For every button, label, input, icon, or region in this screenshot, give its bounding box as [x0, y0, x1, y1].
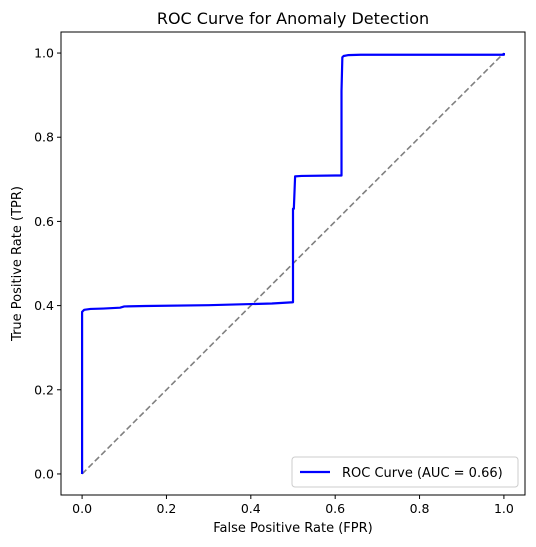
- y-tick-label: 0.0: [34, 466, 54, 481]
- x-axis: 0.0 0.2 0.4 0.6 0.8 1.0: [72, 495, 514, 516]
- y-axis-label: True Positive Rate (TPR): [10, 186, 25, 342]
- x-tick-label: 1.0: [494, 501, 514, 516]
- x-tick-label: 0.0: [72, 501, 92, 516]
- legend-box: [291, 456, 519, 488]
- x-axis-label: False Positive Rate (FPR): [213, 521, 372, 536]
- x-tick-label: 0.4: [241, 501, 261, 516]
- chart-title: ROC Curve for Anomaly Detection: [157, 9, 429, 28]
- y-axis: 0.0 0.2 0.4 0.6 0.8 1.0: [34, 46, 61, 481]
- legend: ROC Curve (AUC = 0.66): [291, 456, 519, 488]
- y-tick-label: 0.6: [34, 214, 54, 229]
- y-tick-label: 0.4: [34, 298, 54, 313]
- legend-label-roc: ROC Curve (AUC = 0.66): [342, 466, 503, 481]
- x-tick-label: 0.8: [410, 501, 430, 516]
- y-tick-label: 1.0: [34, 46, 54, 61]
- y-tick-label: 0.8: [34, 130, 54, 145]
- y-tick-label: 0.2: [34, 382, 54, 397]
- plot-area: [80, 52, 506, 475]
- x-tick-label: 0.2: [157, 501, 177, 516]
- plot-frame: [60, 31, 526, 496]
- x-tick-label: 0.6: [325, 501, 345, 516]
- roc-curve-line: [80, 53, 506, 474]
